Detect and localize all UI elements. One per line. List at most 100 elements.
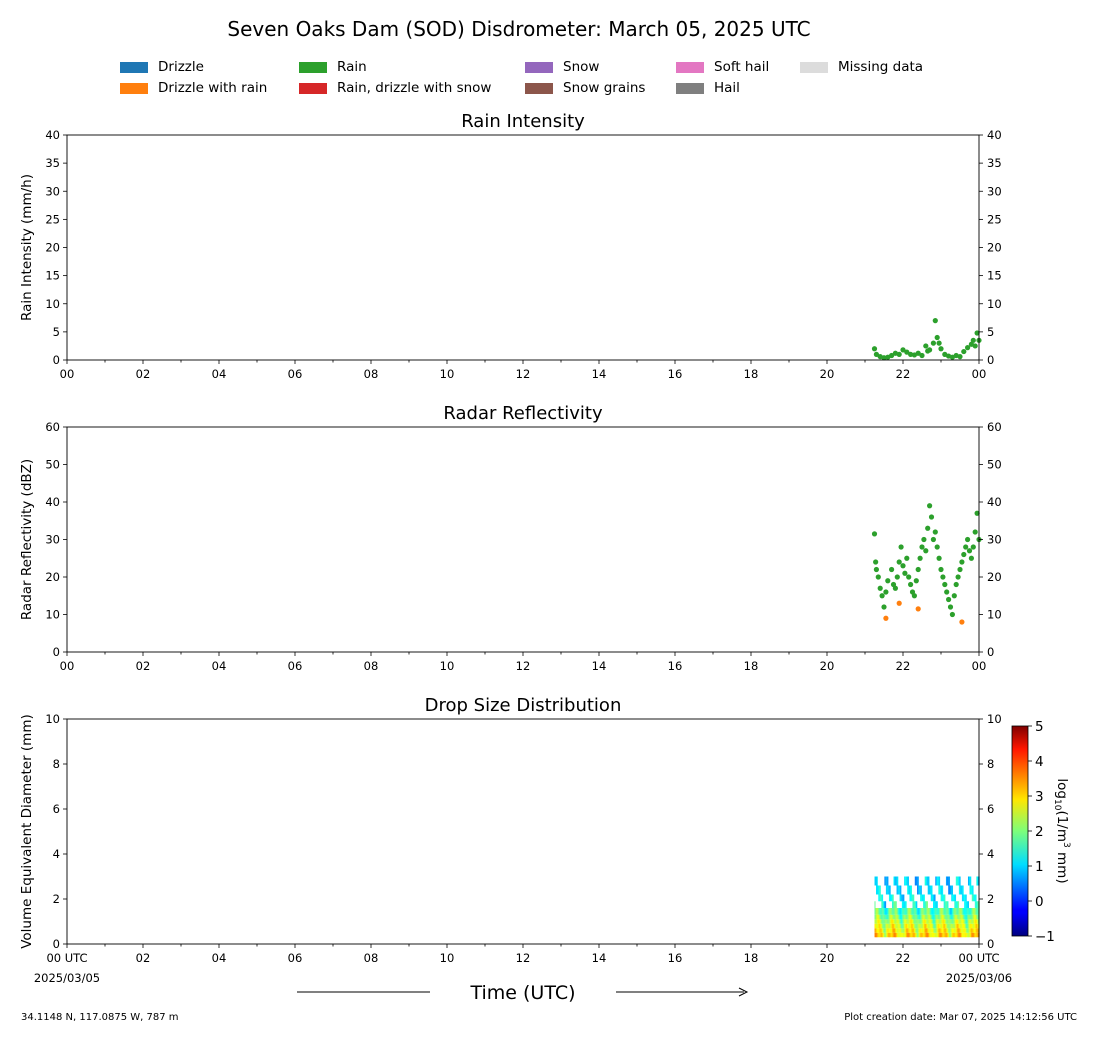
heatmap-cell <box>967 923 969 929</box>
heatmap-cell <box>890 894 892 902</box>
heatmap-cell <box>947 919 949 924</box>
heatmap-cell <box>935 932 937 938</box>
heatmap-cell <box>907 914 909 920</box>
heatmap-cell <box>907 932 909 938</box>
heatmap-cell <box>973 932 975 938</box>
heatmap-cell <box>928 928 930 933</box>
heatmap-cell <box>973 919 975 924</box>
heatmap-cell <box>951 928 953 933</box>
heatmap-cell <box>952 914 954 920</box>
heatmap-cell <box>954 914 956 920</box>
heatmap-cell <box>884 901 886 908</box>
heatmap-cell <box>967 932 969 938</box>
heatmap-cell <box>958 914 960 920</box>
heatmap-cell <box>934 923 936 929</box>
heatmap-cell <box>922 914 924 920</box>
heatmap-cell <box>876 932 878 938</box>
heatmap-cell <box>972 885 974 895</box>
heatmap-cell <box>957 928 959 933</box>
heatmap-cell <box>945 901 947 908</box>
heatmap-cell <box>971 928 973 933</box>
heatmap-cell <box>904 908 906 915</box>
heatmap-cell <box>970 919 972 924</box>
heatmap-cell <box>921 928 923 933</box>
legend-swatch <box>299 61 327 73</box>
heatmap-cell <box>977 876 979 886</box>
heatmap-cell <box>876 908 878 915</box>
plot-frame <box>66 426 980 653</box>
heatmap-cell <box>910 919 912 924</box>
heatmap-cell <box>950 914 952 920</box>
heatmap-cell <box>899 908 901 915</box>
heatmap-cell <box>895 923 897 929</box>
heatmap-cell <box>926 919 928 924</box>
y-tick-label: 30 <box>45 533 60 547</box>
heatmap-cell <box>914 932 916 938</box>
heatmap-cell <box>921 932 923 938</box>
heatmap-cell <box>960 932 962 938</box>
heatmap-cell <box>972 894 974 902</box>
heatmap-cell <box>962 923 964 929</box>
heatmap-cell <box>946 876 948 886</box>
heatmap-cell <box>955 928 957 933</box>
data-point <box>968 555 975 561</box>
heatmap-cell <box>945 923 947 929</box>
heatmap-cell <box>955 923 957 929</box>
heatmap-cell <box>887 932 889 938</box>
heatmap-cell <box>886 908 888 915</box>
heatmap-cell <box>942 928 944 933</box>
y-tick-label-right: 10 <box>987 297 1002 311</box>
heatmap-cell <box>974 928 976 933</box>
legend-label: Drizzle with rain <box>158 80 268 96</box>
data-point <box>957 354 963 360</box>
heatmap-cell <box>891 923 893 929</box>
heatmap-cell <box>961 914 963 920</box>
heatmap-cell <box>913 914 915 920</box>
heatmap-cell <box>923 914 925 920</box>
y-tick-label-right: 10 <box>987 608 1002 622</box>
heatmap-cell <box>888 914 890 920</box>
heatmap-cell <box>888 919 890 924</box>
data-point <box>925 525 931 531</box>
heatmap-cell <box>936 928 938 933</box>
heatmap-cell <box>919 932 921 938</box>
heatmap-cell <box>940 914 942 920</box>
heatmap-cell <box>932 894 934 902</box>
heatmap-cell <box>893 908 895 915</box>
heatmap-cell <box>875 919 877 924</box>
heatmap-cell <box>896 928 898 933</box>
heatmap-cell <box>933 919 935 924</box>
heatmap-cell <box>933 928 935 933</box>
heatmap-cell <box>897 923 899 929</box>
heatmap-cell <box>923 914 925 920</box>
heatmap-cell <box>963 928 965 933</box>
heatmap-cell <box>977 919 979 924</box>
heatmap-cell <box>929 928 931 933</box>
x-tick-label: 00 <box>972 367 987 381</box>
colorbar-tick-label: 5 <box>1035 719 1044 735</box>
heatmap-cell <box>893 876 895 886</box>
heatmap-cell <box>954 932 956 938</box>
heatmap-cell <box>879 885 881 895</box>
heatmap-cell <box>889 919 891 924</box>
heatmap-cell <box>911 914 913 920</box>
heatmap-cell <box>977 923 979 929</box>
y-tick-label-right: 35 <box>987 156 1002 170</box>
heatmap-cell <box>885 928 887 933</box>
heatmap-cell <box>910 923 912 929</box>
heatmap-cell <box>923 932 925 938</box>
heatmap-cell <box>932 908 934 915</box>
heatmap-cell <box>951 914 953 920</box>
y-tick-label-right: 0 <box>987 645 994 659</box>
heatmap-cell <box>879 894 881 902</box>
colorbar-tick-label: −1 <box>1035 929 1055 945</box>
heatmap-cell <box>919 923 921 929</box>
heatmap-cell <box>893 932 895 938</box>
heatmap-cell <box>948 885 950 895</box>
heatmap-cell <box>961 923 963 929</box>
data-point <box>873 351 880 357</box>
heatmap-cell <box>909 928 911 933</box>
heatmap-cell <box>898 928 900 933</box>
y-tick-label-right: 0 <box>987 937 994 951</box>
heatmap-cell <box>886 885 888 895</box>
